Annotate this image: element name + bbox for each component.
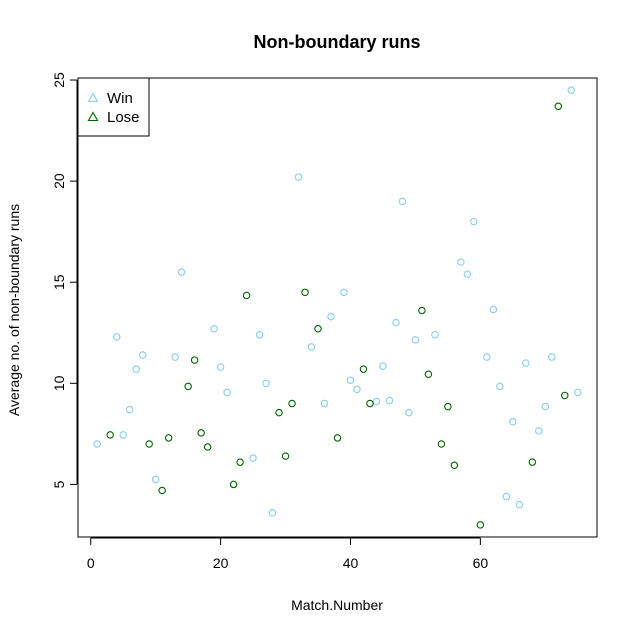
point-win: [249, 454, 257, 462]
legend-box: [77, 77, 150, 137]
x-axis: 0 20 40 60: [87, 537, 489, 571]
point-win: [535, 427, 543, 435]
point-win: [457, 258, 465, 266]
point-win: [132, 365, 140, 373]
point-lose: [203, 443, 212, 451]
point-win: [177, 268, 186, 276]
point-win: [548, 353, 556, 361]
point-lose: [333, 434, 342, 442]
point-win: [411, 336, 420, 344]
x-tick-label: 60: [473, 555, 489, 571]
point-lose: [301, 288, 309, 297]
point-win: [255, 331, 264, 339]
point-win: [353, 385, 361, 394]
point-win: [294, 173, 303, 181]
point-lose: [242, 291, 251, 300]
chart-title: Non-boundary runs: [254, 32, 421, 52]
legend-marker-win: [87, 92, 99, 103]
point-win: [522, 359, 530, 367]
y-axis-label: Average no. of non-boundary runs: [6, 204, 22, 416]
point-win: [151, 475, 160, 484]
point-win: [496, 382, 504, 391]
point-lose: [437, 440, 446, 448]
legend-marker-lose: [87, 111, 99, 122]
point-win: [502, 492, 511, 501]
point-win: [392, 318, 400, 327]
point-win: [541, 402, 550, 411]
point-win: [340, 288, 348, 297]
point-win: [463, 270, 472, 278]
point-lose: [561, 391, 569, 400]
point-win: [112, 333, 121, 341]
point-lose: [106, 431, 114, 439]
point-win: [398, 197, 407, 206]
point-win: [567, 86, 576, 94]
point-win: [385, 396, 394, 405]
point-lose: [145, 440, 153, 448]
point-lose: [190, 356, 199, 364]
point-lose: [450, 461, 459, 469]
point-win: [405, 408, 413, 417]
point-win: [509, 417, 517, 426]
point-win: [515, 500, 524, 509]
point-lose: [281, 452, 290, 460]
point-win: [125, 405, 134, 414]
point-lose: [444, 402, 452, 411]
data-points: [93, 86, 582, 529]
point-lose: [288, 399, 296, 408]
point-win: [171, 353, 179, 361]
point-win: [93, 440, 101, 448]
x-tick-label: 40: [343, 555, 359, 571]
point-win: [431, 331, 439, 339]
x-tick-label: 20: [213, 555, 229, 571]
x-tick-label: 0: [87, 555, 95, 571]
point-lose: [164, 434, 173, 442]
plot-frame: [77, 77, 598, 538]
point-lose: [184, 382, 192, 391]
point-win: [268, 508, 277, 517]
legend: Win Lose: [77, 77, 150, 137]
point-win: [574, 388, 582, 397]
point-lose: [359, 365, 368, 373]
legend-label-lose: Lose: [107, 109, 140, 126]
point-lose: [236, 458, 244, 466]
point-win: [320, 399, 329, 408]
point-win: [483, 353, 491, 361]
point-lose: [229, 480, 238, 489]
point-win: [489, 305, 498, 314]
point-lose: [197, 429, 205, 437]
point-win: [379, 362, 387, 370]
y-axis: 5 10 15 20 25: [51, 72, 78, 488]
point-win: [307, 343, 316, 351]
y-tick-label: 20: [51, 173, 67, 189]
point-lose: [158, 486, 166, 495]
y-tick-label: 25: [51, 72, 67, 88]
point-lose: [528, 458, 537, 466]
x-axis-label: Match.Number: [291, 597, 383, 613]
point-win: [216, 363, 225, 371]
y-tick-label: 10: [51, 375, 67, 391]
point-lose: [476, 521, 485, 529]
point-win: [262, 379, 270, 388]
point-win: [223, 388, 231, 397]
point-win: [138, 351, 147, 359]
y-tick-label: 5: [51, 480, 67, 488]
point-lose: [366, 399, 374, 408]
point-win: [470, 217, 478, 226]
point-lose: [275, 408, 283, 417]
point-lose: [418, 306, 426, 315]
point-win: [119, 431, 127, 439]
point-lose: [554, 102, 563, 111]
y-tick-label: 15: [51, 274, 67, 290]
point-win: [372, 397, 381, 406]
point-win: [210, 324, 218, 333]
legend-label-win: Win: [107, 90, 133, 107]
point-win: [346, 376, 355, 385]
point-win: [327, 312, 335, 321]
point-lose: [314, 324, 322, 333]
point-lose: [424, 370, 433, 378]
